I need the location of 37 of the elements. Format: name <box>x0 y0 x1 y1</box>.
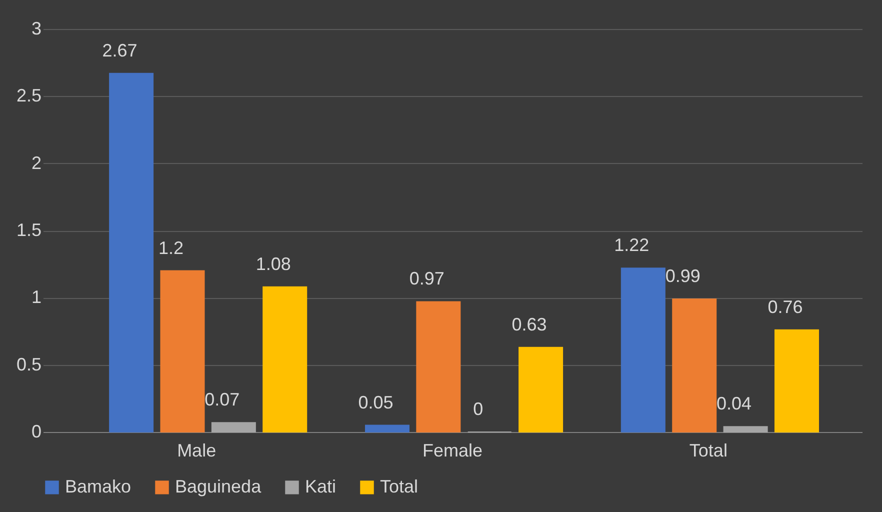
bar <box>416 301 461 432</box>
bar <box>723 426 768 432</box>
data-label: 0.04 <box>716 394 752 414</box>
bar <box>109 72 154 432</box>
legend-label: Total <box>380 476 418 496</box>
data-label: 2.67 <box>102 40 138 60</box>
bar <box>364 424 410 432</box>
legend-label: Baguineda <box>175 476 262 496</box>
data-label: 0.63 <box>512 314 547 334</box>
data-label: 0.05 <box>358 392 394 412</box>
data-label: 0.99 <box>665 266 700 286</box>
x-tick-label: Total <box>689 440 728 460</box>
data-label: 0.07 <box>204 390 240 410</box>
legend-label: Bamako <box>65 476 132 496</box>
bar <box>211 422 256 432</box>
y-tick-label: 2 <box>31 152 42 173</box>
y-tick-label: 1 <box>31 287 42 308</box>
bar <box>774 329 819 432</box>
bar <box>160 270 205 432</box>
bar <box>672 298 717 432</box>
y-tick-label: 0.5 <box>16 354 42 374</box>
data-label: 1.2 <box>158 238 184 258</box>
y-tick-label: 3 <box>31 18 42 38</box>
y-tick-label: 1.5 <box>16 220 42 240</box>
x-tick-label: Female <box>422 440 483 460</box>
data-label: 0.97 <box>409 268 444 289</box>
bar <box>518 346 564 432</box>
x-tick-label: Male <box>177 440 216 460</box>
data-label: 1.08 <box>256 254 291 274</box>
y-tick-label: 0 <box>31 422 42 442</box>
data-label: 0 <box>473 399 484 419</box>
data-label: 1.22 <box>614 235 650 256</box>
bar <box>262 286 308 432</box>
legend-label: Kati <box>305 476 336 496</box>
bar <box>620 268 666 432</box>
y-tick-label: 2.5 <box>16 86 42 106</box>
data-label: 0.76 <box>768 296 803 317</box>
